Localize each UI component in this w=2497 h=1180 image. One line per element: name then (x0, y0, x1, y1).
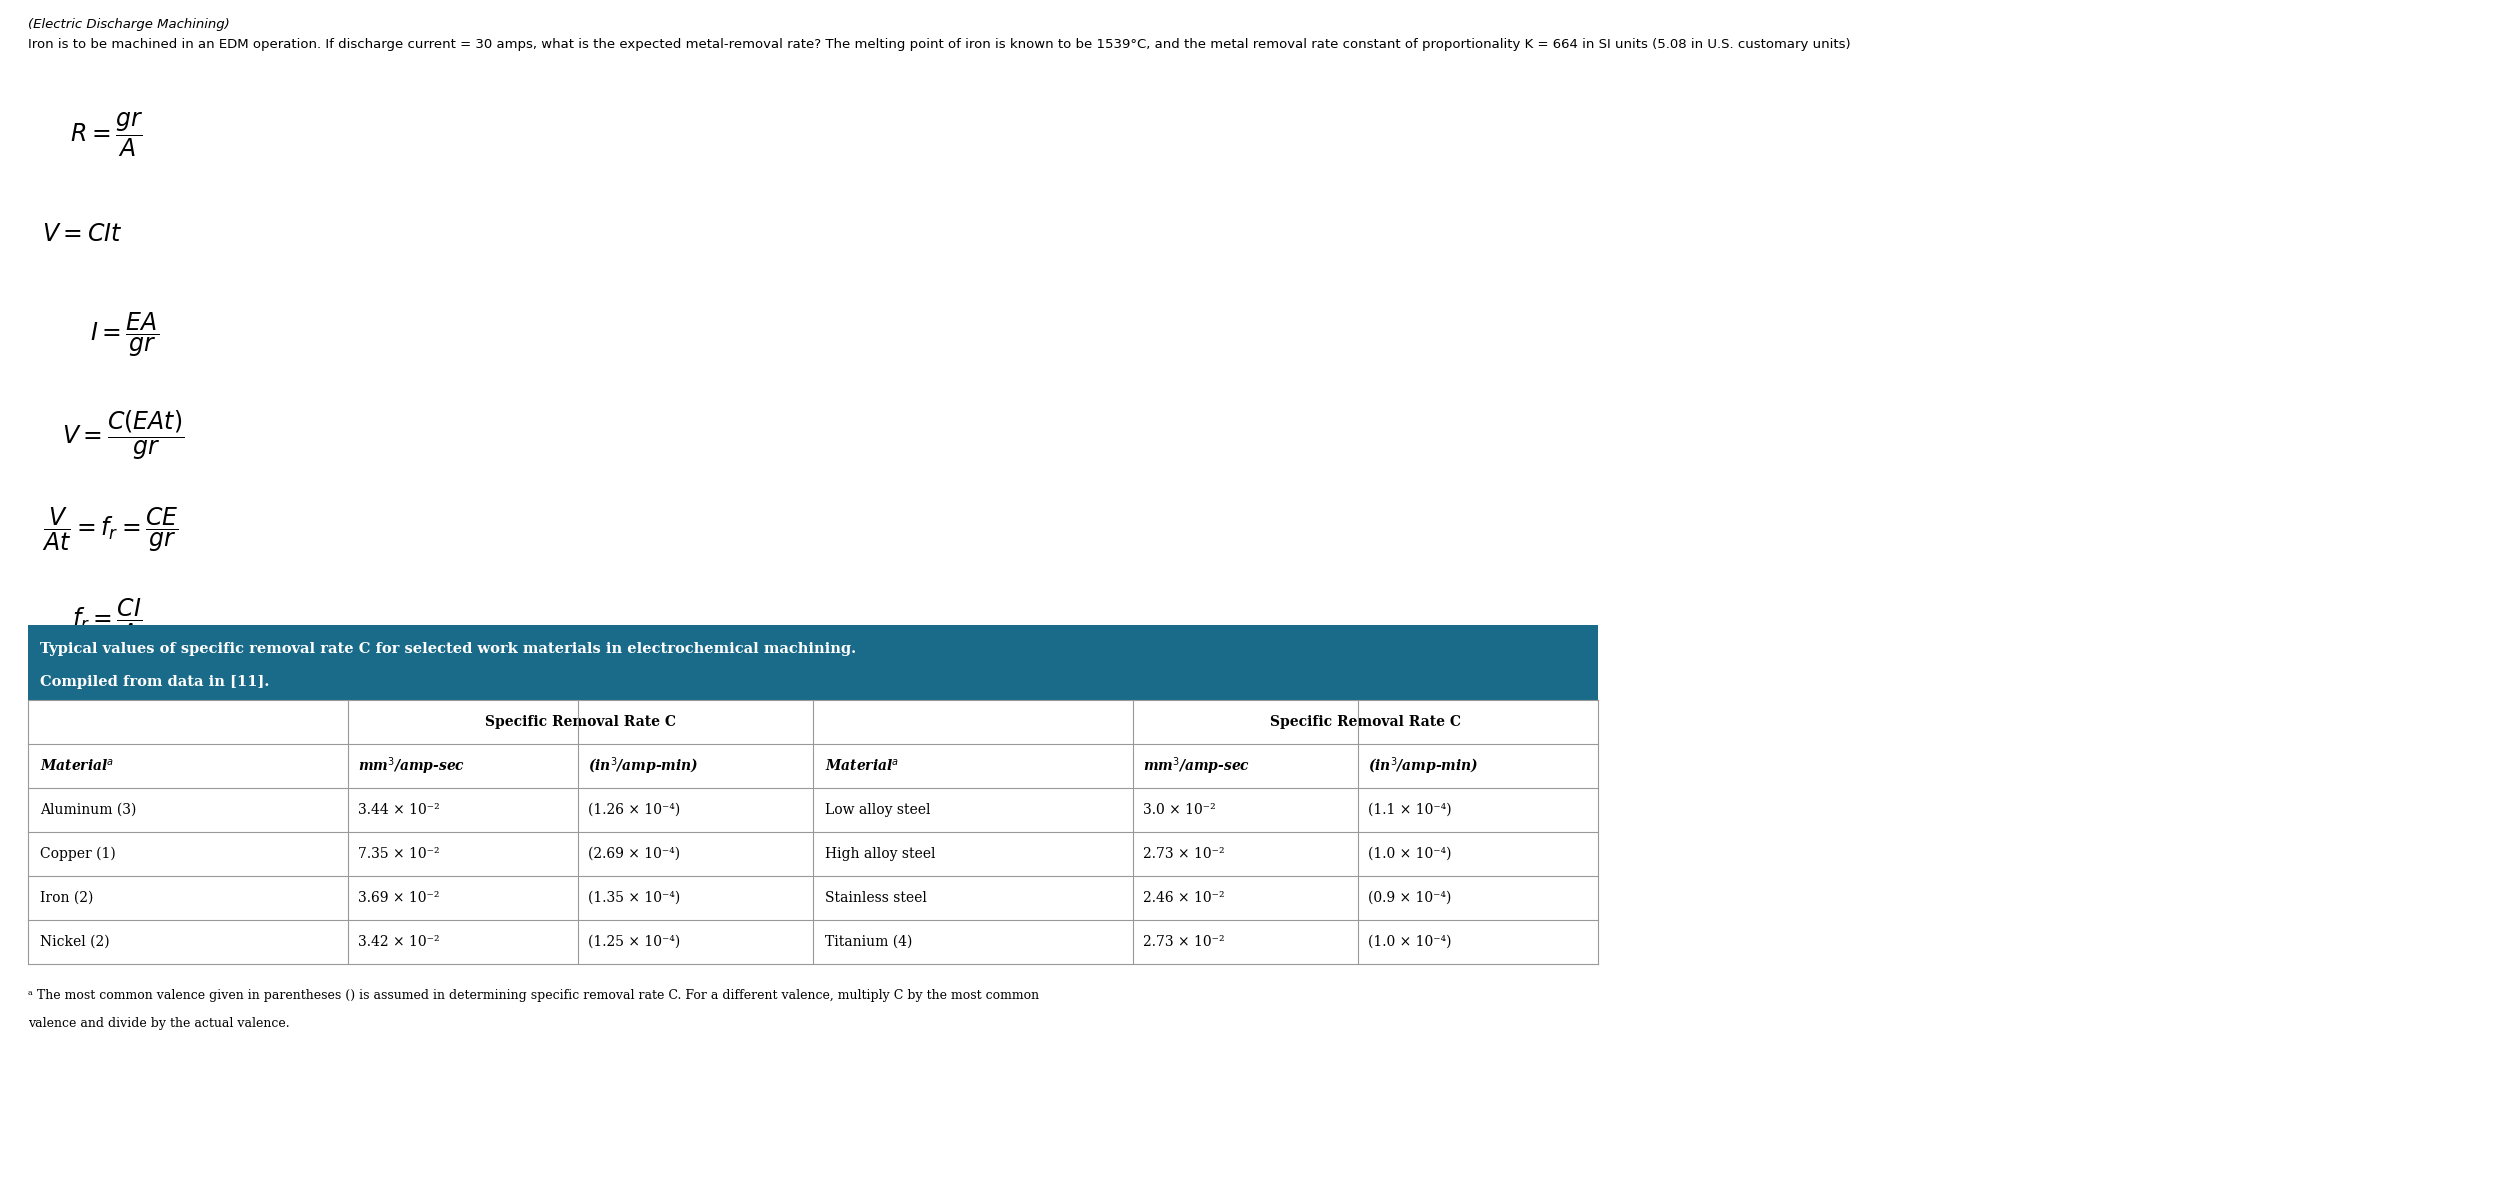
Text: mm$^3$/amp-sec: mm$^3$/amp-sec (357, 755, 464, 776)
Bar (27, 625, 1598, 700)
Text: 7.35 × 10⁻²: 7.35 × 10⁻² (357, 847, 439, 861)
Text: $\dfrac{V}{At} = f_r = \dfrac{CE}{gr}$: $\dfrac{V}{At} = f_r = \dfrac{CE}{gr}$ (42, 506, 180, 555)
Text: (0.9 × 10⁻⁴): (0.9 × 10⁻⁴) (1368, 891, 1451, 905)
Text: 3.42 × 10⁻²: 3.42 × 10⁻² (357, 935, 439, 949)
Text: $I = \dfrac{EA}{gr}$: $I = \dfrac{EA}{gr}$ (90, 310, 160, 359)
Text: $f_r = \dfrac{CI}{A}$: $f_r = \dfrac{CI}{A}$ (72, 596, 142, 643)
Text: (1.0 × 10⁻⁴): (1.0 × 10⁻⁴) (1368, 847, 1451, 861)
Text: Compiled from data in [11].: Compiled from data in [11]. (40, 675, 270, 689)
Text: $V = \dfrac{C(EAt)}{gr}$: $V = \dfrac{C(EAt)}{gr}$ (62, 408, 185, 461)
Text: (2.69 × 10⁻⁴): (2.69 × 10⁻⁴) (587, 847, 679, 861)
Text: (1.35 × 10⁻⁴): (1.35 × 10⁻⁴) (587, 891, 679, 905)
Text: Low alloy steel: Low alloy steel (824, 804, 931, 817)
Text: Copper (1): Copper (1) (40, 847, 115, 861)
Text: Titanium (4): Titanium (4) (824, 935, 911, 949)
Text: (in$^3$/amp-min): (in$^3$/amp-min) (1368, 755, 1478, 776)
Text: 3.69 × 10⁻²: 3.69 × 10⁻² (357, 891, 439, 905)
Text: 2.73 × 10⁻²: 2.73 × 10⁻² (1144, 935, 1224, 949)
Text: (Electric Discharge Machining): (Electric Discharge Machining) (27, 18, 230, 31)
Text: High alloy steel: High alloy steel (824, 847, 936, 861)
Text: Stainless steel: Stainless steel (824, 891, 926, 905)
Text: 3.0 × 10⁻²: 3.0 × 10⁻² (1144, 804, 1216, 817)
Text: (1.25 × 10⁻⁴): (1.25 × 10⁻⁴) (587, 935, 679, 949)
Text: 2.46 × 10⁻²: 2.46 × 10⁻² (1144, 891, 1224, 905)
Text: (in$^3$/amp-min): (in$^3$/amp-min) (587, 755, 699, 776)
Text: Material$^a$: Material$^a$ (824, 758, 899, 774)
Text: (1.1 × 10⁻⁴): (1.1 × 10⁻⁴) (1368, 804, 1451, 817)
Text: $R = \dfrac{gr}{A}$: $R = \dfrac{gr}{A}$ (70, 111, 142, 159)
Text: Iron (2): Iron (2) (40, 891, 92, 905)
Text: Typical values of specific removal rate C for selected work materials in electro: Typical values of specific removal rate … (40, 642, 856, 656)
Text: mm$^3$/amp-sec: mm$^3$/amp-sec (1144, 755, 1251, 776)
Text: 2.73 × 10⁻²: 2.73 × 10⁻² (1144, 847, 1224, 861)
Text: 3.44 × 10⁻²: 3.44 × 10⁻² (357, 804, 439, 817)
Text: valence and divide by the actual valence.: valence and divide by the actual valence… (27, 1017, 290, 1030)
Text: Material$^a$: Material$^a$ (40, 758, 115, 774)
Text: Specific Removal Rate C: Specific Removal Rate C (1271, 715, 1461, 729)
Text: Specific Removal Rate C: Specific Removal Rate C (484, 715, 677, 729)
Text: (1.26 × 10⁻⁴): (1.26 × 10⁻⁴) (587, 804, 679, 817)
Text: ᵃ The most common valence given in parentheses () is assumed in determining spec: ᵃ The most common valence given in paren… (27, 989, 1039, 1002)
Text: $V = CIt$: $V = CIt$ (42, 223, 122, 247)
Bar (27, 700, 1598, 964)
Text: (1.0 × 10⁻⁴): (1.0 × 10⁻⁴) (1368, 935, 1451, 949)
Text: Iron is to be machined in an EDM operation. If discharge current = 30 amps, what: Iron is to be machined in an EDM operati… (27, 38, 1850, 51)
Text: Aluminum (3): Aluminum (3) (40, 804, 137, 817)
Text: Nickel (2): Nickel (2) (40, 935, 110, 949)
